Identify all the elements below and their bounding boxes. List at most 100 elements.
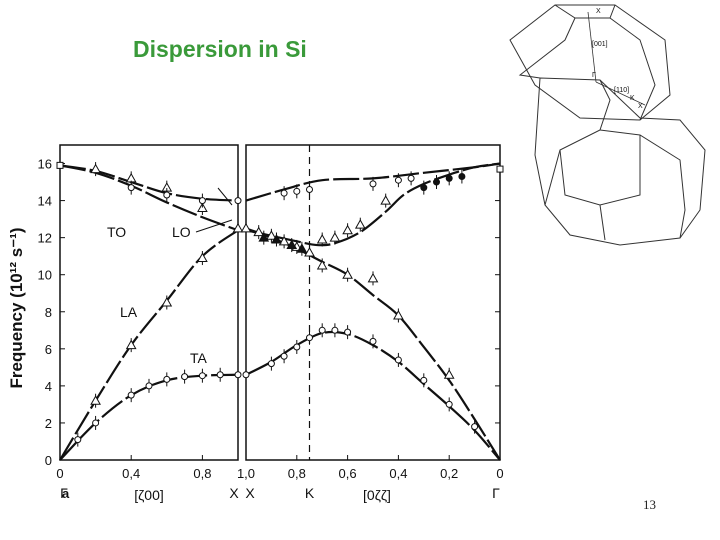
data-point-circle (369, 180, 377, 188)
branch-label-ta: TA (190, 350, 208, 366)
direction-label: [0ζζ] (363, 487, 391, 503)
data-point-triangle (253, 226, 265, 237)
data-point-triangle (266, 230, 277, 240)
data-point-circle (420, 376, 428, 384)
bz-face-right (609, 17, 656, 121)
data-point-circle (198, 372, 206, 380)
data-point-circle (306, 334, 313, 342)
data-point-circle (145, 382, 153, 390)
branch-label-lo: LO (172, 224, 191, 240)
to-leader-line (217, 187, 233, 206)
bz-label-x-side: X (638, 103, 643, 110)
data-point-circle (420, 184, 428, 192)
data-point-circle (344, 328, 352, 336)
data-point-circle (318, 326, 326, 334)
branch-label-to: TO (107, 224, 126, 240)
data-point-circle (242, 371, 250, 379)
data-point-triangle (258, 232, 270, 242)
y-tick-label: 8 (45, 305, 52, 320)
bz-label-gamma: Γ (592, 72, 596, 79)
x-tick-label: 0,4 (122, 466, 140, 481)
brillouin-zone-drawing (509, 4, 706, 246)
data-point-circle (394, 356, 402, 364)
data-point-circle (234, 197, 242, 205)
x-tick-label: 0,6 (339, 466, 357, 481)
page-number: 13 (643, 497, 656, 512)
x-tick-label: 0,8 (193, 466, 211, 481)
dispersion-curve-la (59, 229, 239, 461)
lo-leader-line (195, 219, 233, 233)
data-point-circle (280, 352, 288, 360)
bz-face-left (518, 17, 576, 79)
y-tick-label: 10 (38, 268, 52, 283)
panel-label: a (62, 486, 70, 501)
slide-title: Dispersion in Si (133, 36, 307, 62)
y-tick-label: 16 (38, 157, 52, 172)
bz-label-001: [001] (592, 41, 608, 48)
data-point-triangle (296, 243, 308, 253)
data-point-circle (407, 174, 415, 182)
x-tick-label: 1,0 (237, 466, 255, 481)
x-tick-label: 0,4 (389, 466, 407, 481)
bz-face-top (554, 4, 616, 19)
x-tick-label: 0 (496, 466, 503, 481)
x-tick-label: 0,2 (440, 466, 458, 481)
data-point-triangle (90, 163, 101, 174)
bz-edge-bottom (599, 204, 606, 241)
data-point-circle (74, 436, 82, 444)
bz-labels: X [001] Γ [110] K X (592, 8, 643, 110)
data-point-triangle (443, 369, 455, 379)
data-point-circle (198, 197, 206, 205)
chart-axes (59, 144, 501, 461)
data-point-triangle (367, 272, 379, 283)
data-point-square (496, 165, 504, 173)
bz-label-x-top: X (596, 8, 601, 15)
chart-labels: Frequency (10¹² s⁻¹) a TO LO LA TA 0 2 4 6 8… (7, 157, 504, 503)
data-point-circle (331, 326, 339, 334)
data-point-triangle (393, 309, 404, 320)
data-point-triangle (329, 232, 341, 242)
data-point-triangle (354, 219, 366, 229)
dispersion-curve-lo (59, 164, 239, 232)
data-point-circle (181, 373, 189, 381)
data-point-triangle (342, 224, 353, 235)
bz-label-k: K (630, 95, 635, 102)
data-point-triangle (232, 222, 244, 233)
data-point-circle (471, 423, 479, 431)
data-point-circle (280, 189, 288, 197)
data-point-circle (163, 191, 171, 199)
y-tick-label: 2 (45, 416, 52, 431)
branch-label-la: LA (120, 304, 138, 320)
data-point-circle (216, 371, 224, 379)
data-point-circle (394, 176, 402, 184)
data-point-triangle (240, 222, 252, 233)
data-point-circle (306, 185, 313, 193)
data-point-circle (234, 371, 242, 379)
data-point-triangle (380, 195, 392, 205)
data-point-triangle (90, 395, 101, 405)
data-point-circle (92, 419, 100, 427)
y-tick-label: 6 (45, 342, 52, 357)
sym-label-start: Γ (60, 485, 68, 501)
x-tick-label: 0,8 (288, 466, 306, 481)
data-point-circle (369, 337, 377, 345)
data-point-triangle (278, 235, 290, 246)
y-tick-label: 12 (38, 231, 52, 246)
data-point-triangle (161, 296, 173, 307)
sym-label-end: X (229, 485, 239, 501)
data-point-circle (267, 360, 275, 368)
data-point-circle (458, 173, 466, 180)
bz-face-back (599, 129, 686, 239)
panel-frame-left (59, 144, 239, 461)
data-point-circle (293, 343, 301, 351)
x-tick-label: 0 (56, 466, 63, 481)
data-point-triangle (342, 269, 353, 279)
data-point-circle (445, 174, 453, 182)
data-point-triangle (271, 233, 282, 244)
data-point-triangle (304, 246, 315, 257)
data-point-triangle (197, 252, 208, 263)
data-point-circle (163, 375, 171, 383)
axis-110-line (595, 81, 646, 106)
